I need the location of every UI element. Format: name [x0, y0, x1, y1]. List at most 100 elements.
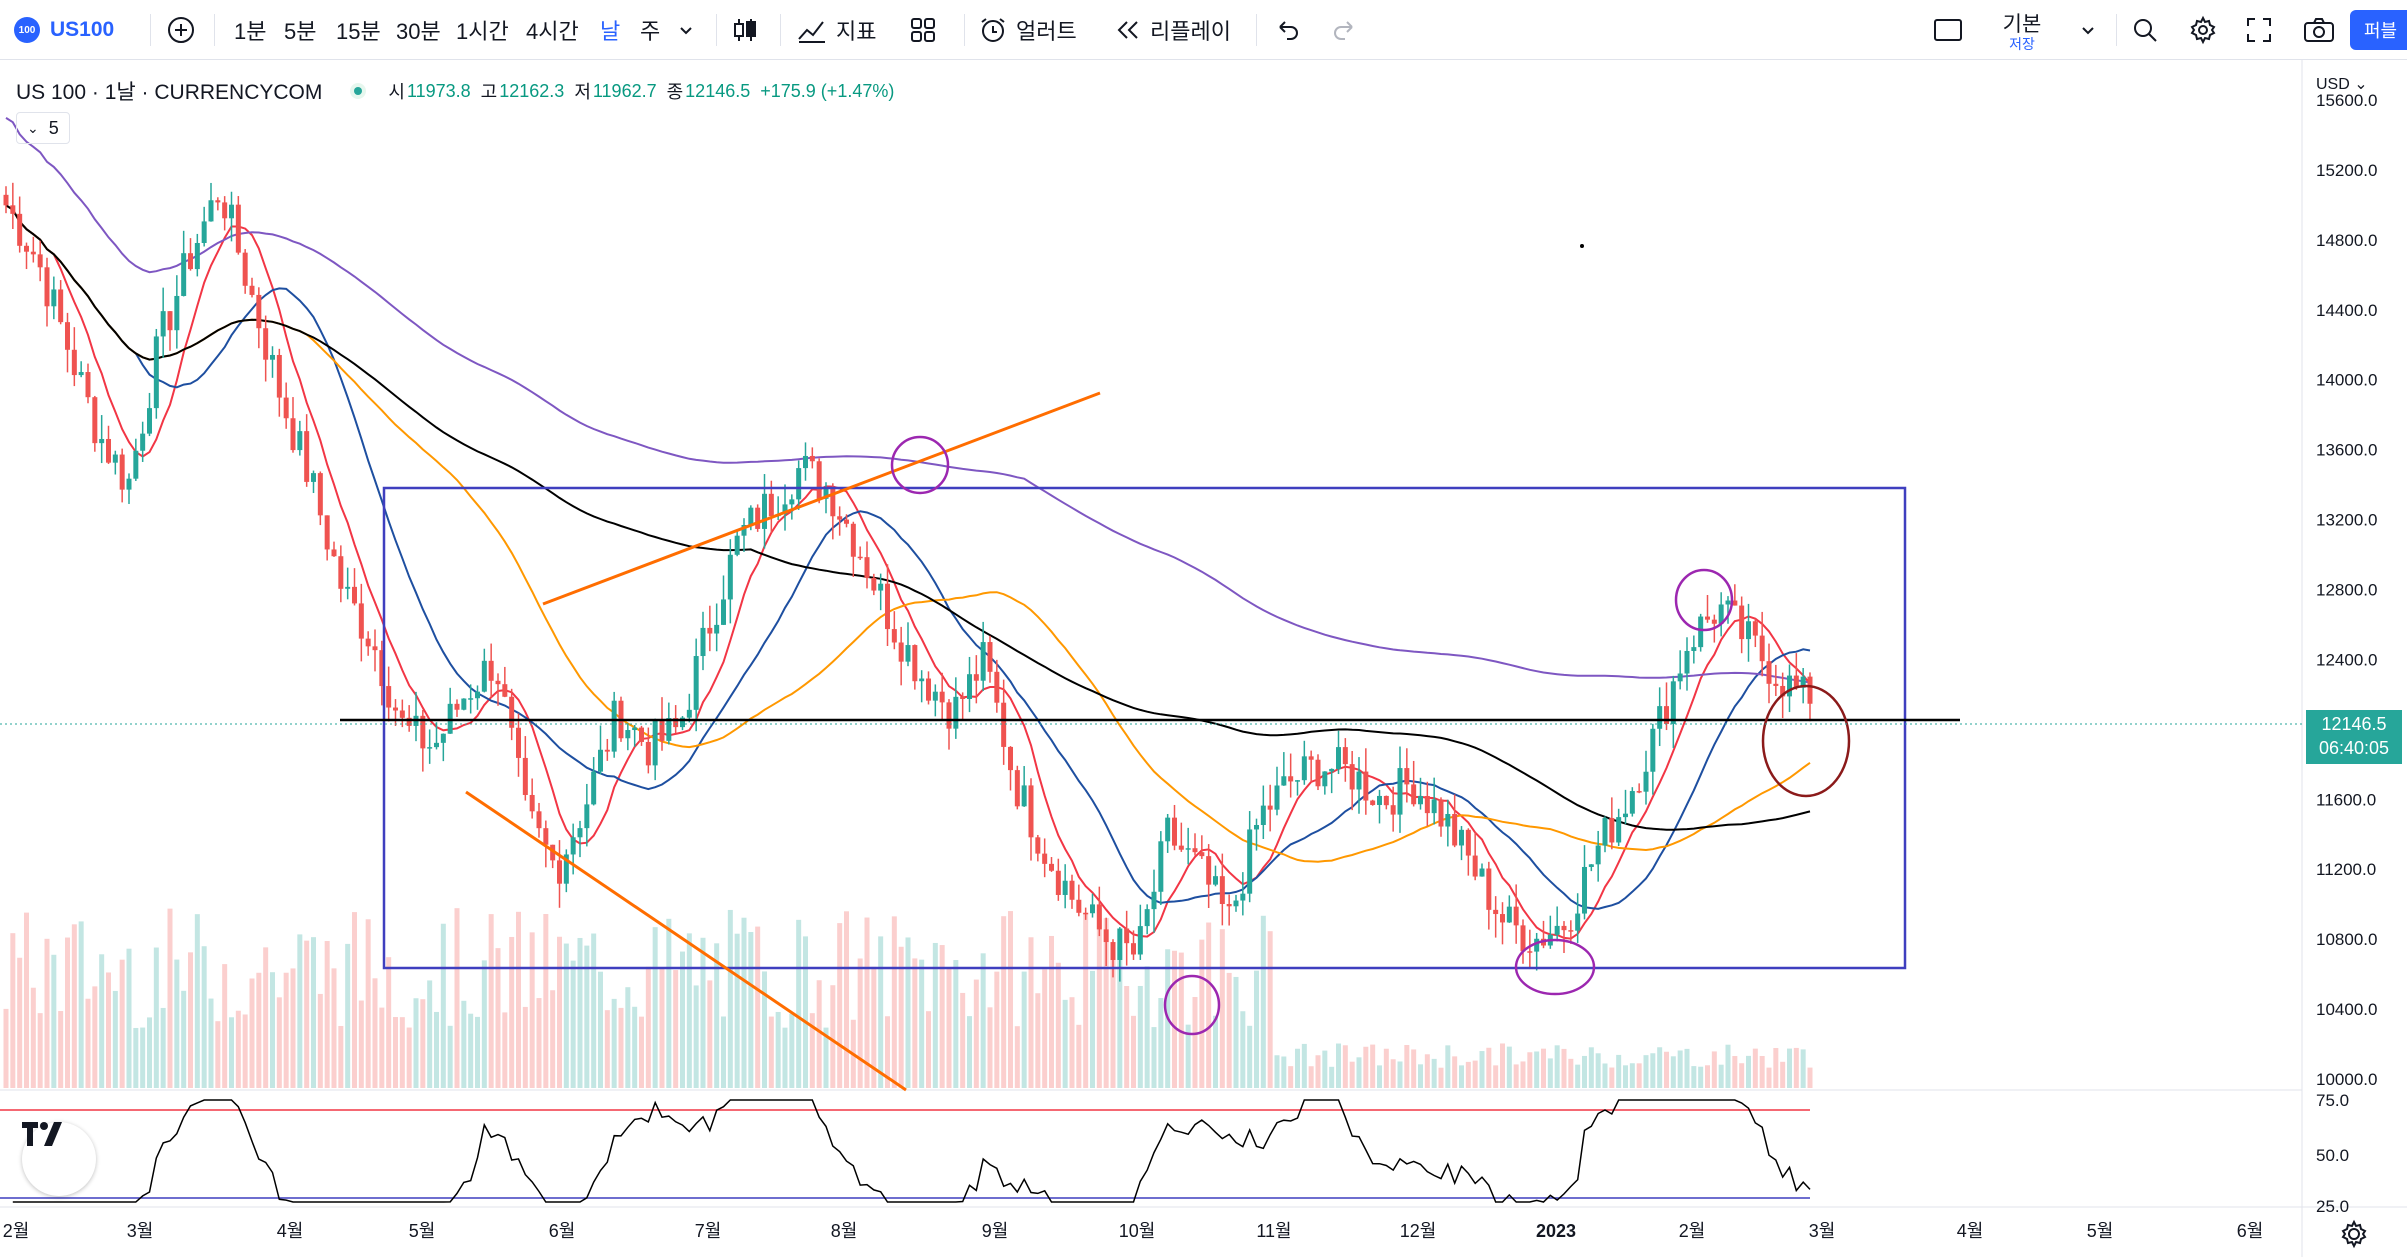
- candle-body: [99, 438, 105, 444]
- timeframe-dropdown-button[interactable]: [676, 0, 696, 60]
- volume-bar: [440, 923, 446, 1088]
- candle-body: [1035, 837, 1041, 854]
- symbol-search-button[interactable]: 100 US100: [14, 0, 114, 60]
- lower-trendline[interactable]: [465, 790, 907, 1092]
- candle-body: [1459, 829, 1464, 846]
- candle-body: [816, 461, 822, 499]
- candle-body: [1001, 702, 1007, 747]
- price-axis[interactable]: 15600.0 15200.0 14800.0 14400.0 14000.0 13600…: [2316, 91, 2377, 1089]
- volume-bar: [1418, 1064, 1423, 1088]
- volume-bar: [1534, 1051, 1540, 1088]
- legend-title[interactable]: US 100 · 1날 · CURRENCYCOM: [16, 81, 323, 104]
- candle-body: [1131, 943, 1136, 955]
- search-button[interactable]: [2130, 0, 2160, 60]
- candle-body: [468, 698, 474, 700]
- volume-bar: [598, 971, 603, 1088]
- timeframe-week[interactable]: 주: [640, 19, 661, 44]
- peak-circle[interactable]: [890, 435, 950, 495]
- candle-body: [714, 624, 720, 634]
- candle-body: [324, 515, 330, 550]
- volume-bar: [17, 957, 23, 1088]
- time-axis[interactable]: 2월 3월 4월 5월 6월 7월 8월 9월 10월 11월 12월 2023 2월 3월 4월 5월 6월: [3, 1221, 2264, 1241]
- indicator-toggle[interactable]: ⌄ 5: [16, 112, 70, 144]
- layout-templates-button[interactable]: [908, 0, 938, 60]
- candle-body: [160, 311, 166, 337]
- price-chart[interactable]: 15600.0 15200.0 14800.0 14400.0 14000.0 13600…: [0, 60, 2407, 1257]
- volume-bar: [1363, 1046, 1369, 1088]
- replay-label: 리플레이: [1150, 19, 1231, 44]
- open-label: 시: [388, 82, 405, 102]
- add-symbol-button[interactable]: [166, 0, 196, 60]
- candle-body: [106, 438, 111, 463]
- redo-button[interactable]: [1330, 0, 1360, 60]
- top-toolbar: 100 US100 1분 5분 15분 30분 1시간 4시간 날 주 지표 얼…: [0, 0, 2407, 60]
- volume-bar: [734, 933, 740, 1088]
- timeframe-5m[interactable]: 5분: [284, 19, 317, 44]
- timeframe-1h[interactable]: 1시간: [456, 19, 509, 44]
- peak-circle[interactable]: [1674, 568, 1734, 632]
- candle-body: [1322, 771, 1328, 787]
- chart-type-button[interactable]: [730, 0, 760, 60]
- volume-bar: [803, 936, 808, 1088]
- candle-body: [1657, 706, 1663, 729]
- upper-trendline[interactable]: [542, 391, 1101, 606]
- timeframe-15m[interactable]: 15분: [336, 19, 381, 44]
- gear-icon: [2190, 15, 2216, 45]
- low-circle[interactable]: [1163, 974, 1221, 1036]
- replay-button[interactable]: 리플레이: [1112, 0, 1231, 60]
- volume-bar: [1124, 986, 1130, 1088]
- fullscreen-button[interactable]: [2244, 0, 2274, 60]
- undo-button[interactable]: [1272, 0, 1302, 60]
- volume-bar: [1705, 1065, 1710, 1088]
- volume-bar: [823, 1027, 829, 1088]
- volume-bar: [317, 993, 323, 1088]
- volume-bar: [686, 933, 692, 1088]
- candle-body: [967, 674, 972, 699]
- chart-legend: US 100 · 1날 · CURRENCYCOM 시 11973.8 고 1216…: [16, 76, 904, 106]
- candle-body: [1445, 814, 1451, 827]
- current-price-value: 12146.5: [2321, 714, 2387, 734]
- volume-bar: [1588, 1047, 1594, 1088]
- fullscreen-layout-button[interactable]: [1932, 0, 1964, 60]
- candle-body: [1595, 845, 1601, 865]
- candle-body: [666, 718, 672, 741]
- range-rectangle[interactable]: [382, 486, 1907, 970]
- time-tick-label: 2월: [1679, 1221, 1706, 1241]
- volume-bar: [51, 954, 57, 1088]
- timeframe-day[interactable]: 날: [600, 19, 621, 44]
- current-circle[interactable]: [1761, 684, 1851, 798]
- volume-bar: [283, 972, 289, 1088]
- chart-area[interactable]: 15600.0 15200.0 14800.0 14400.0 14000.0 13600…: [0, 60, 2407, 1257]
- candle-body: [297, 431, 303, 451]
- candle-body: [488, 660, 494, 681]
- candle-body: [65, 322, 70, 350]
- symbol-badge-icon: 100: [14, 17, 40, 43]
- candle-body: [1506, 906, 1512, 923]
- candle-body: [1342, 747, 1348, 765]
- toolbar-divider: [150, 14, 151, 46]
- candle-body: [1247, 829, 1253, 894]
- volume-bar: [1650, 1053, 1656, 1088]
- settings-button[interactable]: [2188, 0, 2218, 60]
- timeframe-30m[interactable]: 30분: [396, 19, 441, 44]
- snapshot-button[interactable]: [2302, 0, 2336, 60]
- axis-settings-icon[interactable]: [2341, 1219, 2367, 1249]
- toolbar-divider: [964, 14, 965, 46]
- volume-bar: [386, 957, 392, 1088]
- alert-button[interactable]: 얼러트: [978, 0, 1077, 60]
- timeframe-4h[interactable]: 4시간: [526, 19, 579, 44]
- currency-selector[interactable]: USD ⌄: [2316, 76, 2368, 93]
- rsi-axis: 75.0 50.0 25.0: [2316, 1091, 2349, 1216]
- tradingview-logo[interactable]: [22, 1122, 96, 1196]
- candle-body: [51, 289, 57, 307]
- low-circle[interactable]: [1514, 938, 1596, 996]
- candle-body: [830, 488, 836, 517]
- indicators-button[interactable]: 지표: [796, 0, 876, 60]
- candle-body: [1090, 904, 1095, 914]
- time-tick-label: 4월: [1957, 1221, 1984, 1241]
- volume-bar: [406, 1027, 412, 1088]
- publish-button[interactable]: 퍼블: [2350, 10, 2407, 50]
- volume-bar: [311, 937, 316, 1088]
- timeframe-1m[interactable]: 1분: [234, 19, 267, 44]
- layout-dropdown-button[interactable]: [2078, 0, 2098, 60]
